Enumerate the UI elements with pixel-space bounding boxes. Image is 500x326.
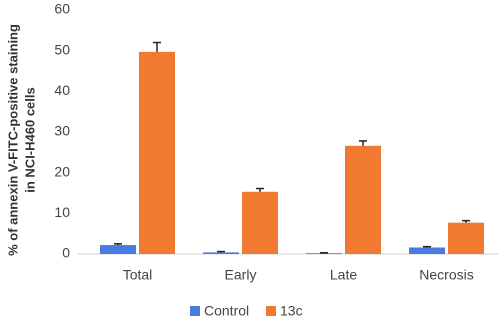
y-label-line: % of annexin V-FITC-positive staining — [5, 24, 20, 256]
y-tick-label: 60 — [54, 1, 70, 17]
y-tick-label: 10 — [54, 204, 70, 220]
y-tick-label: 40 — [54, 82, 70, 98]
legend-label: Control — [204, 303, 249, 319]
bar — [203, 252, 239, 254]
error-bar — [462, 219, 470, 223]
y-axis-label: % of annexin V-FITC-positive staining in… — [5, 24, 37, 256]
bar — [409, 247, 445, 254]
legend-label: 13c — [280, 303, 303, 319]
error-bar — [359, 140, 367, 146]
error-bar — [153, 41, 161, 52]
y-tick-label: 20 — [54, 163, 70, 179]
error-bar — [423, 245, 431, 248]
x-tick-label: Early — [225, 267, 257, 283]
y-tick-label: 0 — [62, 245, 70, 261]
bar — [139, 51, 175, 255]
bar — [306, 253, 342, 254]
error-bar — [114, 243, 122, 246]
error-bar — [256, 187, 264, 192]
x-tick-label: Necrosis — [419, 267, 473, 283]
bar — [345, 145, 381, 254]
bar — [448, 222, 484, 254]
x-tick-label: Total — [123, 267, 153, 283]
y-tick-label: 50 — [54, 41, 70, 57]
error-bar — [217, 250, 225, 253]
y-label-line: in NCI-H460 cells — [22, 87, 37, 193]
bar — [242, 191, 278, 254]
legend-swatch — [266, 306, 276, 316]
legend-swatch — [190, 306, 200, 316]
bar — [100, 245, 136, 254]
x-tick-label: Late — [330, 267, 357, 283]
y-tick-label: 30 — [54, 123, 70, 139]
